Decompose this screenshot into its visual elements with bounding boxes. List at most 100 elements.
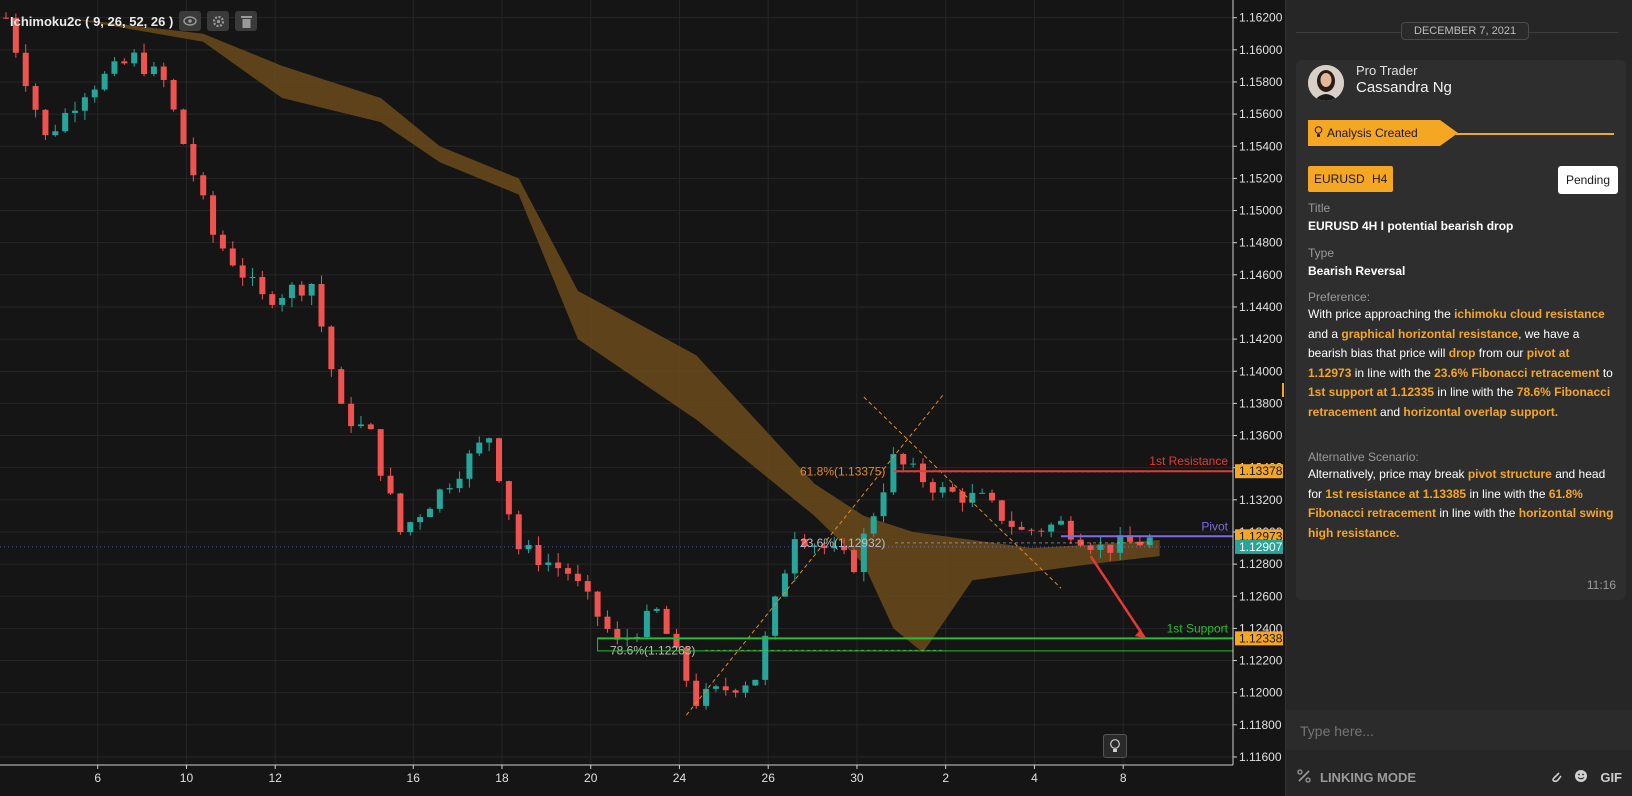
candle-body — [417, 517, 424, 523]
candle-body — [170, 79, 177, 110]
body-text: in line with the — [1466, 486, 1549, 501]
status-label: Analysis Created — [1327, 126, 1418, 140]
price-badge — [1235, 539, 1283, 554]
fibonacci-label: 23.6%(1.12932) — [800, 536, 885, 550]
candle-body — [693, 680, 700, 706]
candle-body — [565, 568, 572, 574]
candle-body — [614, 628, 621, 640]
trash-icon[interactable] — [235, 11, 258, 31]
candle-body — [1077, 539, 1084, 546]
candle-body — [219, 234, 226, 249]
candle-body — [357, 424, 364, 427]
linking-mode-button[interactable]: LINKING MODE — [1296, 768, 1416, 787]
candle-body — [939, 487, 946, 493]
eye-icon[interactable] — [179, 11, 202, 31]
x-tick-label: 20 — [584, 771, 598, 785]
candle-body — [1038, 530, 1045, 532]
candle-body — [900, 454, 907, 465]
candle-body — [1008, 520, 1015, 527]
y-tick-label: 1.15200 — [1239, 171, 1283, 185]
candle-body — [811, 545, 818, 547]
linking-mode-label: LINKING MODE — [1320, 770, 1417, 785]
highlight-text: 1st support at 1.12335 — [1308, 385, 1435, 399]
candle-body — [318, 283, 325, 327]
candle-body — [121, 61, 128, 64]
level-label: 1st Support — [1167, 621, 1229, 635]
date-label: DECEMBER 7, 2021 — [1401, 22, 1530, 40]
y-tick-label: 1.14400 — [1239, 300, 1283, 314]
price-badge — [1235, 464, 1283, 479]
candle-body — [338, 369, 345, 404]
type-value: Bearish Reversal — [1308, 264, 1406, 278]
body-text: and — [1376, 404, 1404, 419]
highlight-text: pivot at 1.12973 — [1308, 346, 1570, 380]
candle-body — [1107, 544, 1114, 553]
gear-icon[interactable] — [207, 11, 230, 31]
y-tick-label: 1.13200 — [1239, 493, 1283, 507]
trader-role: Pro Trader — [1356, 63, 1418, 78]
candle-body — [831, 545, 838, 549]
candle-body — [989, 492, 995, 501]
candle-body — [515, 514, 522, 550]
candle-body — [1048, 524, 1055, 532]
alternative-label: Alternative Scenario: — [1308, 450, 1419, 464]
candle-body — [604, 616, 611, 629]
candle-body — [377, 429, 384, 476]
candle-body — [486, 438, 493, 443]
candle-body — [32, 86, 39, 110]
candle-body — [160, 66, 167, 80]
candle-body — [288, 284, 295, 298]
preference-label: Preference: — [1308, 290, 1371, 304]
gif-button[interactable]: GIF — [1600, 769, 1622, 785]
candle-body — [42, 109, 49, 136]
candle-body — [3, 17, 9, 19]
candle-body — [791, 539, 798, 574]
title-value: EURUSD 4H I potential bearish drop — [1308, 219, 1514, 233]
message-box[interactable] — [1286, 710, 1632, 750]
analysis-card: Pro Trader Cassandra Ng Analysis Created… — [1296, 60, 1626, 600]
candle-body — [545, 562, 552, 566]
analysis-panel: DECEMBER 7, 2021 Pro Trader Cassandra Ng… — [1285, 0, 1632, 796]
chart-area[interactable]: 61.8%(1.13375) 23.6%(1.12932) 78.6%(1.1226… — [0, 0, 1285, 796]
candle-body — [446, 488, 453, 490]
alternative-text: Alternatively, price may break pivot str… — [1308, 465, 1614, 543]
candle-body — [505, 481, 512, 515]
paperclip-icon[interactable] — [1550, 768, 1562, 786]
status-badge: Analysis Created — [1308, 120, 1458, 146]
candle-body — [308, 283, 315, 296]
candle-body — [1127, 535, 1134, 542]
price-chart[interactable]: 61.8%(1.13375)23.6%(1.12932)78.6%(1.1226… — [0, 0, 1285, 796]
lightbulb-icon[interactable] — [1103, 734, 1127, 758]
candle-body — [683, 647, 690, 681]
candle-body — [574, 573, 581, 582]
x-tick-label: 16 — [407, 771, 421, 785]
fibonacci-line — [685, 395, 944, 716]
x-tick-label: 26 — [762, 771, 776, 785]
candle-body — [703, 688, 710, 706]
emoji-icon[interactable] — [1574, 769, 1588, 786]
body-text: from our — [1475, 346, 1527, 360]
y-tick-label: 1.11800 — [1239, 718, 1282, 732]
y-tick-label: 1.14800 — [1239, 236, 1283, 250]
x-tick-label: 4 — [1031, 771, 1038, 785]
candle-body — [781, 573, 788, 597]
preference-text: With price approaching the ichimoku clou… — [1308, 305, 1614, 422]
candle-body — [643, 610, 650, 638]
y-tick-label: 1.13800 — [1239, 396, 1283, 410]
message-input[interactable] — [1298, 722, 1602, 740]
timeframe-tag[interactable]: H4 — [1366, 166, 1394, 192]
candle-body — [348, 403, 355, 427]
candle-body — [850, 550, 857, 573]
avatar[interactable] — [1308, 65, 1344, 101]
highlight-text: drop — [1448, 346, 1476, 360]
candle-body — [1117, 535, 1124, 553]
price-badge — [1235, 529, 1283, 544]
candle-body — [367, 424, 374, 430]
arrow-head — [1134, 629, 1145, 639]
candle-body — [910, 463, 917, 465]
composer-actions: GIF — [1550, 768, 1622, 786]
candle-body — [772, 596, 779, 636]
candle-body — [870, 516, 877, 534]
y-tick-label: 1.14200 — [1239, 332, 1283, 346]
symbol-tag[interactable]: EURUSD — [1308, 166, 1371, 192]
